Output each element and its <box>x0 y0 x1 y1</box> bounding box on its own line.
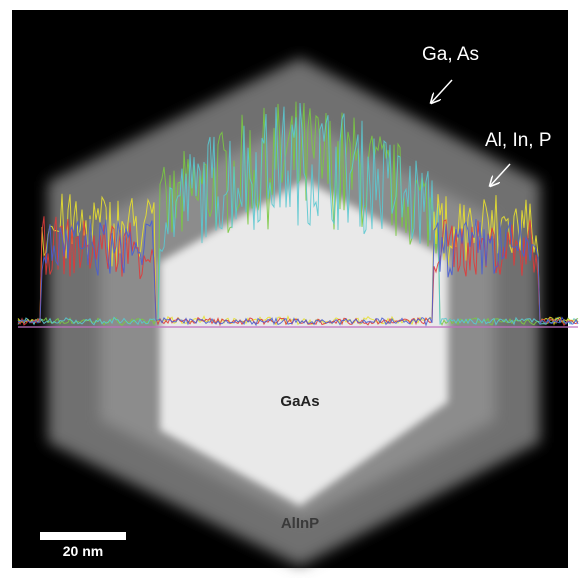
arrow <box>431 79 453 103</box>
profile-trace <box>17 218 579 327</box>
scale-bar-label: 20 nm <box>63 543 103 559</box>
label-al-in-p: Al, In, P <box>485 130 552 151</box>
label-ga-as: Ga, As <box>422 44 479 65</box>
arrow <box>490 163 511 186</box>
label-core: GaAs <box>280 393 319 410</box>
label-shell: AlInP <box>281 515 319 532</box>
profile-trace <box>17 102 579 327</box>
scale-bar <box>40 532 126 540</box>
line-profiles <box>17 101 579 327</box>
core <box>160 180 448 506</box>
